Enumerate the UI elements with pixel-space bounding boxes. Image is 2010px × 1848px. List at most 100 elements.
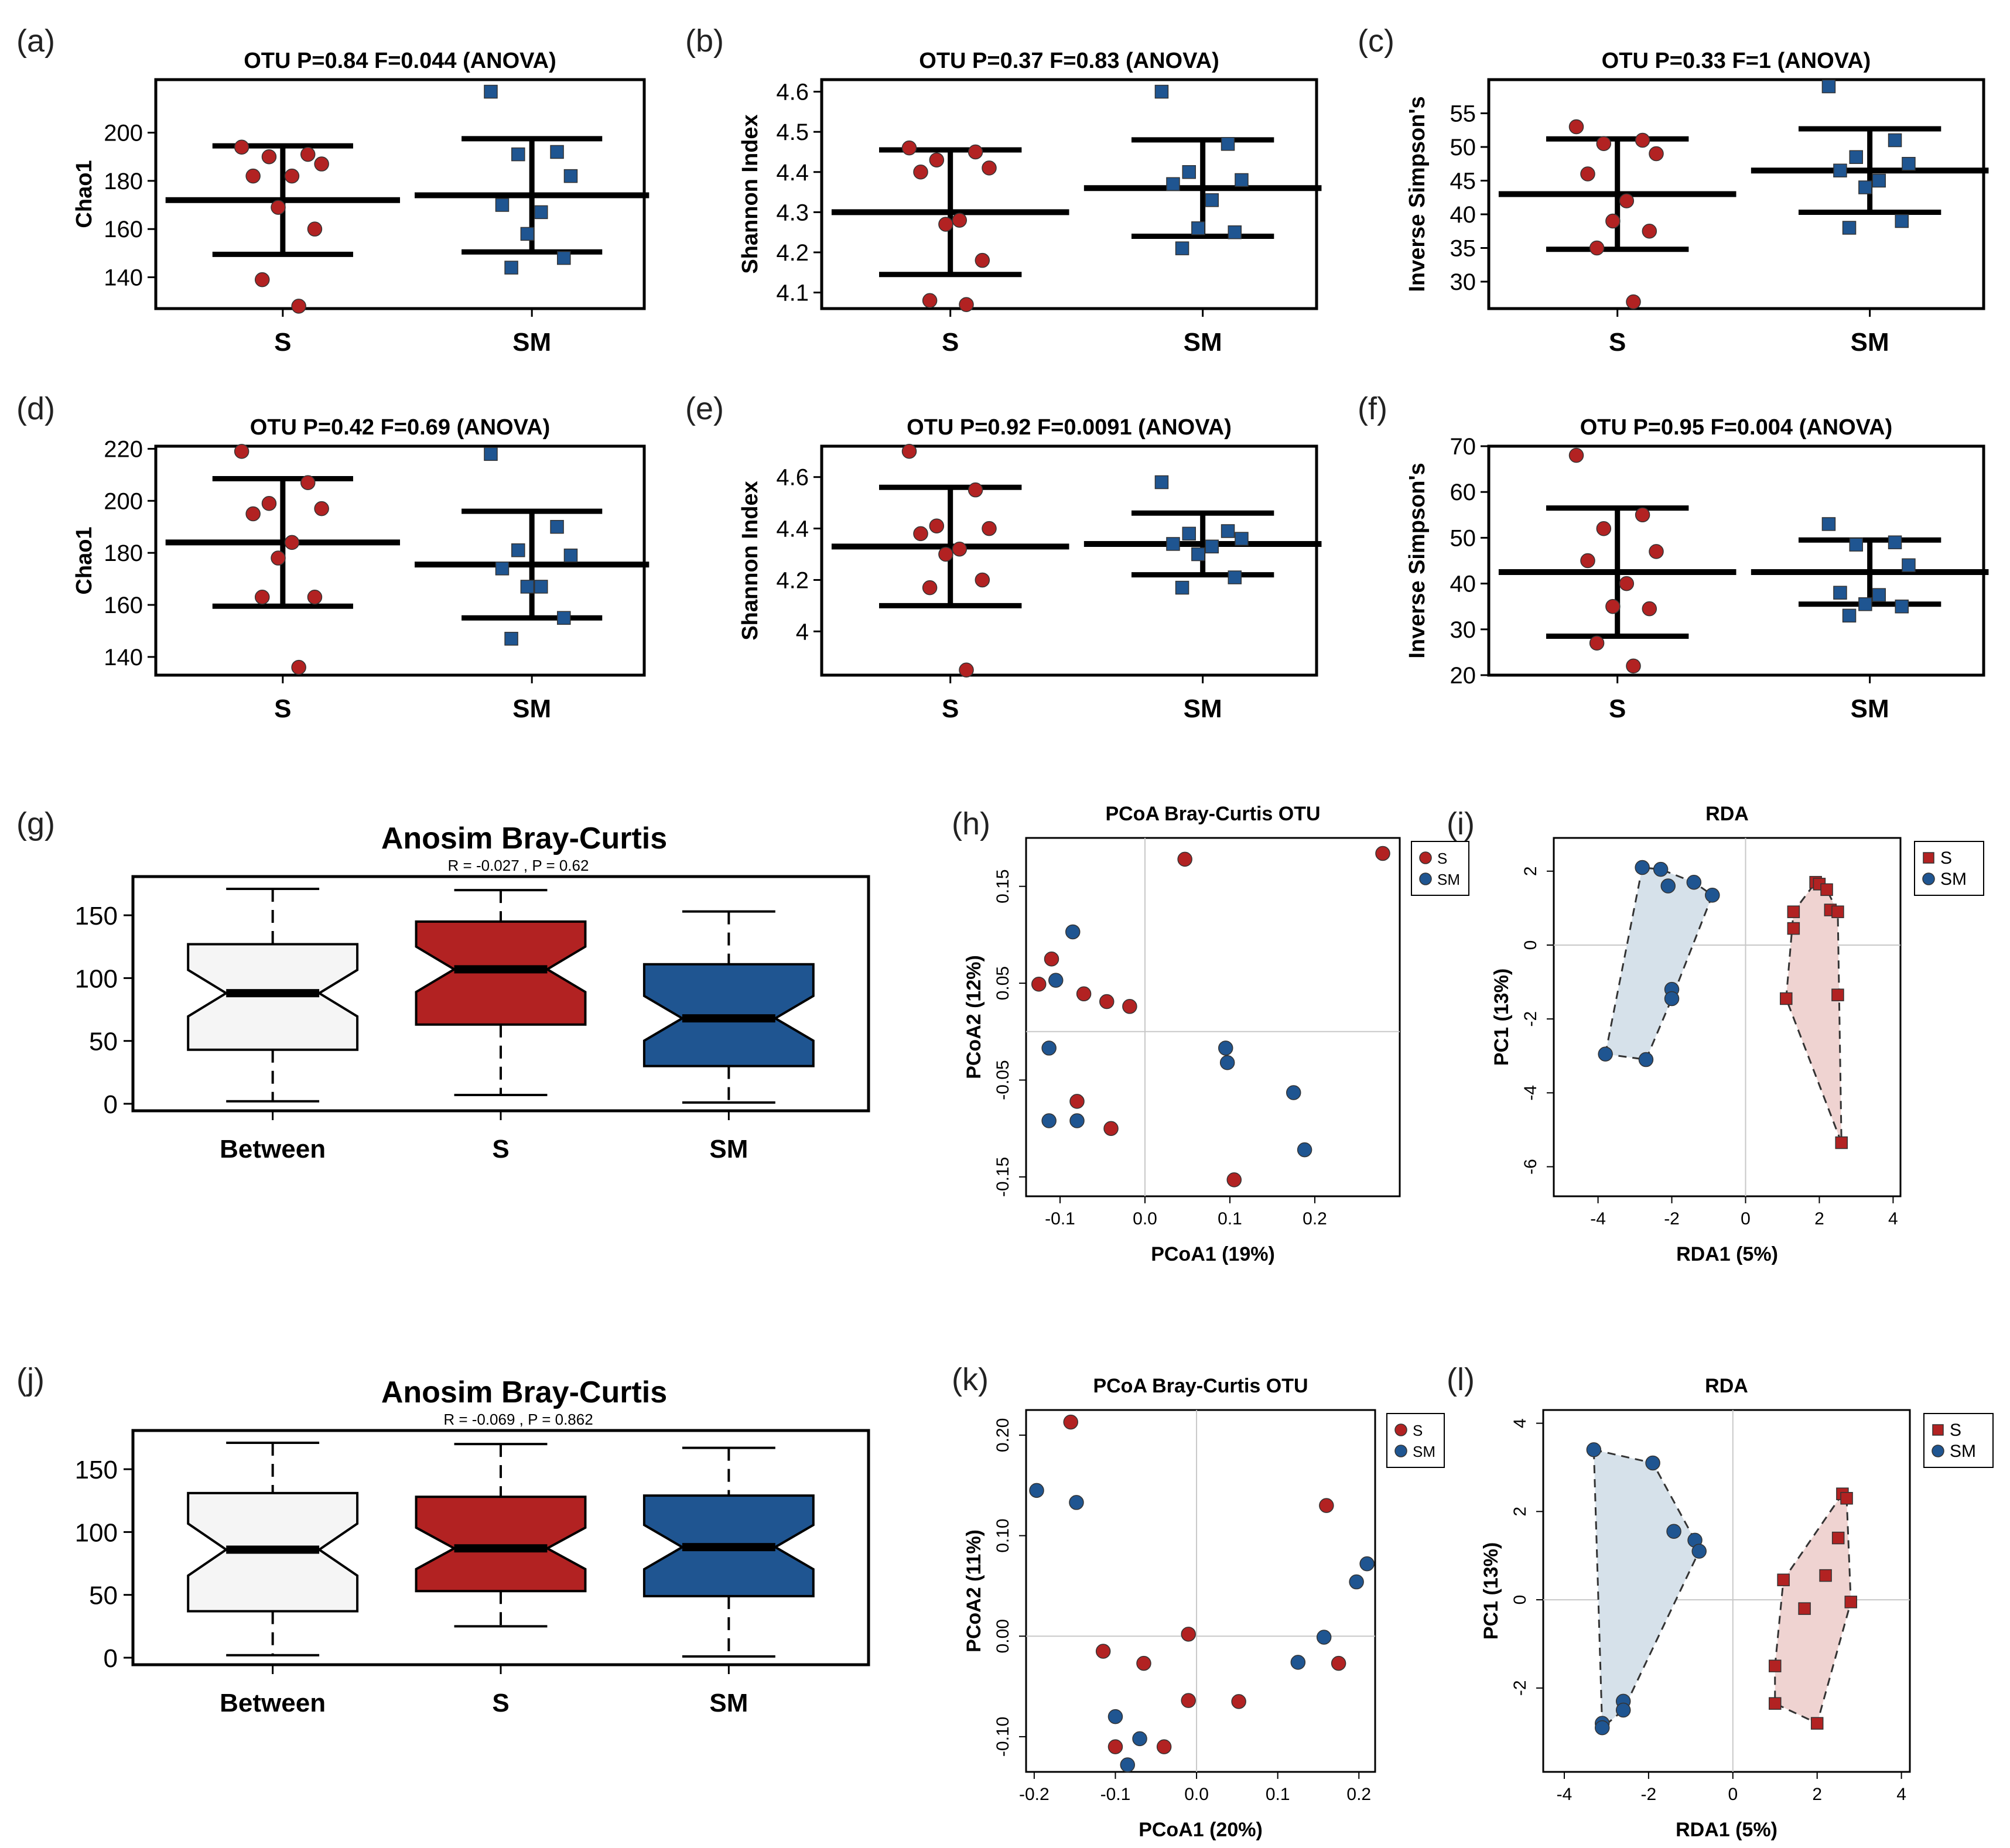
plot-frame bbox=[1487, 78, 1985, 310]
chart-title: PCoA Bray-Curtis OTU bbox=[1105, 803, 1320, 825]
y-axis-label: PC1 (13%) bbox=[1480, 1542, 1502, 1640]
y-tick-label: 2 bbox=[1521, 866, 1540, 876]
data-point-sm bbox=[550, 145, 564, 159]
y-tick-label: 4 bbox=[796, 619, 809, 645]
data-point-sm bbox=[1888, 535, 1902, 549]
data-point-s bbox=[300, 475, 316, 490]
data-point-s bbox=[1568, 447, 1584, 463]
data-point-s bbox=[1642, 224, 1657, 239]
data-point-sm bbox=[1349, 1574, 1364, 1590]
data-point-s bbox=[901, 140, 917, 156]
y-tick-label: 4.4 bbox=[776, 516, 809, 542]
data-point-sm bbox=[1191, 221, 1205, 235]
panel-label: (g) bbox=[16, 806, 55, 841]
y-tick-label: 100 bbox=[75, 964, 118, 993]
legend-marker-sm bbox=[1419, 872, 1432, 885]
data-point-sm bbox=[1235, 532, 1249, 546]
panel-label: (c) bbox=[1358, 23, 1394, 59]
data-point-s bbox=[1798, 1602, 1811, 1615]
data-point-s bbox=[913, 526, 928, 542]
data-point-sm bbox=[511, 543, 525, 557]
data-point-s bbox=[959, 297, 974, 312]
data-point-s bbox=[1596, 521, 1612, 536]
y-tick-label: 200 bbox=[104, 488, 143, 514]
y-tick-label: 0.00 bbox=[993, 1619, 1013, 1653]
data-point-s bbox=[968, 482, 983, 498]
data-point-s bbox=[254, 589, 270, 605]
panels-layer: (a)OTU P=0.84 F=0.044 (ANOVA)14016018020… bbox=[16, 23, 1994, 1841]
x-tick-label: 4 bbox=[1888, 1209, 1898, 1228]
legend-box bbox=[1386, 1413, 1445, 1468]
hull-s bbox=[1774, 1492, 1852, 1725]
data-point-sm bbox=[1858, 597, 1872, 611]
data-point-s bbox=[1136, 1655, 1151, 1671]
data-point-s bbox=[1642, 601, 1657, 617]
data-point-s bbox=[975, 252, 990, 268]
data-point-sm bbox=[484, 84, 498, 99]
data-point-sm bbox=[1849, 150, 1863, 164]
legend-marker-sm bbox=[1932, 1445, 1944, 1457]
data-point-s bbox=[284, 168, 300, 184]
panel-l: (l) RDA -4 -2 0 2 4 -2 0 2 4 RDA1 (5%) PC1 (13%) S SM bbox=[1447, 1362, 1994, 1841]
panel-j: (j) Anosim Bray-Curtis R = -0.069 , P = 0.… bbox=[16, 1362, 870, 1717]
plot-frame bbox=[1025, 837, 1401, 1197]
panel-b: (b) OTU P=0.37 F=0.83 (ANOVA) 4.1 4.2 4.3 4.4… bbox=[685, 23, 1322, 357]
data-point-s bbox=[1181, 1627, 1196, 1642]
chart-title: RDA bbox=[1705, 803, 1749, 825]
data-point-s bbox=[1768, 1659, 1782, 1672]
y-axis-label: PC1 (13%) bbox=[1491, 969, 1513, 1066]
y-tick-label: 50 bbox=[89, 1582, 118, 1610]
legend-label: SM bbox=[1950, 1442, 1976, 1461]
y-tick-label: 0.05 bbox=[993, 966, 1013, 1000]
y-tick-label: -0.10 bbox=[993, 1717, 1013, 1757]
y-axis-label: PCoA2 (12%) bbox=[963, 955, 985, 1079]
data-point-sm bbox=[1228, 225, 1242, 239]
legend-label: S bbox=[1950, 1421, 1961, 1440]
chart-title: RDA bbox=[1705, 1375, 1748, 1397]
chart-title: PCoA Bray-Curtis OTU bbox=[1093, 1375, 1308, 1397]
data-point-sm bbox=[1842, 221, 1857, 235]
data-point-s bbox=[922, 580, 938, 596]
panel-label: (d) bbox=[16, 391, 55, 426]
data-point-s bbox=[1831, 1531, 1845, 1545]
data-point-sm bbox=[1166, 537, 1180, 551]
plot-frame bbox=[1025, 1409, 1376, 1773]
data-point-sm bbox=[1635, 860, 1650, 875]
data-point-sm bbox=[1705, 888, 1720, 903]
data-point-sm bbox=[557, 611, 571, 625]
data-point-sm bbox=[1821, 517, 1836, 531]
data-point-sm bbox=[534, 205, 548, 220]
panel-k: (k) PCoA Bray-Curtis OTU -0.2 -0.1 0.0 0.1 0.2… bbox=[952, 1362, 1445, 1841]
data-point-sm bbox=[1653, 861, 1669, 877]
y-tick-label: 180 bbox=[104, 169, 143, 194]
y-tick-label: 150 bbox=[75, 902, 118, 930]
data-point-sm bbox=[1065, 924, 1081, 940]
legend-label: S bbox=[1437, 850, 1447, 867]
legend-label: SM bbox=[1413, 1443, 1435, 1460]
y-tick-label: 200 bbox=[104, 121, 143, 146]
y-tick-label: 0 bbox=[1521, 940, 1540, 950]
x-tick-label: SM bbox=[1851, 328, 1889, 357]
x-tick-label: 0.0 bbox=[1184, 1785, 1209, 1804]
y-axis-label: Inverse Simpson's bbox=[1405, 463, 1430, 658]
data-point-sm bbox=[1316, 1630, 1332, 1645]
panel-label: (k) bbox=[952, 1362, 989, 1397]
data-point-sm bbox=[557, 251, 571, 265]
x-tick-label: SM bbox=[709, 1135, 748, 1163]
data-point-sm bbox=[1849, 538, 1863, 552]
data-point-sm bbox=[1182, 526, 1196, 541]
x-tick-label: S bbox=[942, 694, 959, 723]
y-tick-label: 4.6 bbox=[776, 465, 809, 491]
x-tick-label: S bbox=[1609, 328, 1626, 357]
y-tick-label: 4 bbox=[1510, 1418, 1530, 1428]
legend-marker-s bbox=[1394, 1423, 1407, 1436]
x-tick-label: -2 bbox=[1664, 1209, 1680, 1228]
data-point-sm bbox=[534, 580, 548, 594]
data-point-s bbox=[1580, 166, 1595, 182]
x-axis-label: PCoA1 (20%) bbox=[1139, 1819, 1263, 1841]
y-tick-label: 140 bbox=[104, 645, 143, 670]
panel-f: (f) OTU P=0.95 F=0.004 (ANOVA) 20 30 40 50 60 7… bbox=[1358, 391, 1989, 723]
y-tick-label: 160 bbox=[104, 217, 143, 242]
data-point-s bbox=[938, 217, 953, 232]
x-tick-label: -2 bbox=[1641, 1785, 1657, 1804]
